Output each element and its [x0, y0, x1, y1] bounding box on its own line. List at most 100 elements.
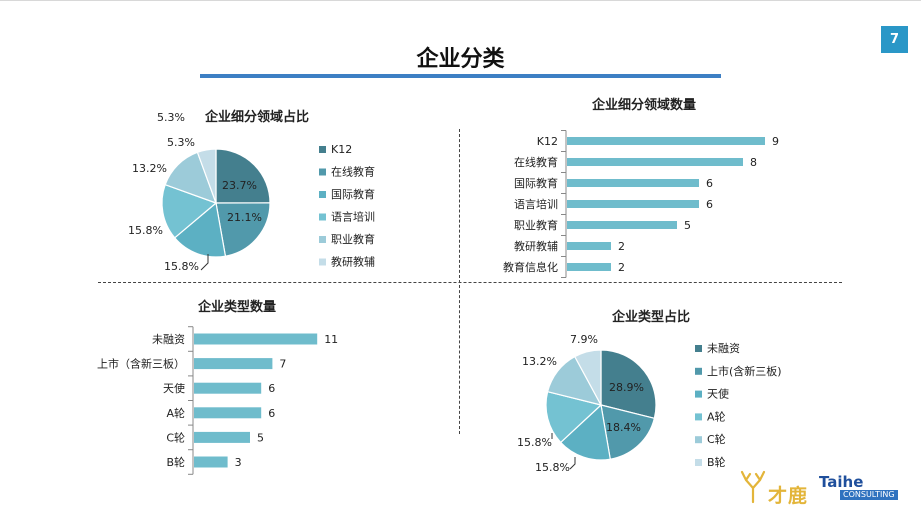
pie-0-legend-label-4: 职业教育 — [331, 232, 375, 246]
pie-0-extra-value-label: 5.3% — [157, 111, 185, 124]
pie-0-legend-swatch-4 — [319, 236, 326, 243]
pie-3-value-label-2: 15.8% — [535, 461, 570, 474]
page-title: 企业分类 — [416, 47, 505, 72]
page-number-badge: 7 — [881, 26, 908, 53]
bar-1-category-label-2: 国际教育 — [514, 176, 558, 190]
bar-1-value-label-4: 5 — [684, 219, 691, 232]
pie-0-legend-label-3: 语言培训 — [331, 210, 375, 224]
bar-1-title: 企业细分领域数量 — [591, 97, 696, 113]
pie-0-legend-label-2: 国际教育 — [331, 187, 375, 201]
pie-0-legend-swatch-1 — [319, 168, 326, 176]
pie-0-value-label-2: 15.8% — [164, 260, 199, 273]
pie-3-legend-label-4: C轮 — [707, 432, 726, 446]
bar-1-category-label-3: 语言培训 — [514, 197, 558, 211]
pie-0-slice-0 — [215, 148, 271, 204]
pie-0-slice-1 — [215, 202, 271, 257]
bar-2-value-label-2: 6 — [268, 382, 275, 395]
pie-0-value-label-0: 23.7% — [222, 179, 257, 192]
bar-2-value-label-0: 11 — [324, 333, 338, 346]
bar-1-bar-3 — [567, 200, 699, 208]
bar-2-bar-1 — [194, 358, 273, 370]
bar-1-value-label-3: 6 — [706, 198, 713, 211]
pie-3-legend-label-2: 天使 — [707, 388, 729, 401]
title-underline — [200, 74, 721, 78]
pie-3-slice-2 — [559, 403, 611, 461]
pie-3-legend-swatch-1 — [695, 367, 702, 375]
pie-0-legend-swatch-5 — [319, 258, 326, 266]
pie-3-value-label-4: 13.2% — [522, 355, 557, 368]
pie-0-legend-swatch-2 — [319, 191, 326, 198]
pie-0-value-label-4: 13.2% — [132, 162, 167, 175]
pie-3-slice-3 — [545, 390, 603, 444]
pie-3-legend-swatch-5 — [695, 459, 702, 466]
pie-3-legend-swatch-0 — [695, 345, 702, 352]
brand-cn-name: 才鹿 — [768, 485, 809, 507]
deer-antler-icon — [740, 470, 766, 504]
pie-3-legend-swatch-2 — [695, 390, 702, 398]
bar-2-category-label-0: 未融资 — [152, 333, 185, 346]
pie-0-value-label-3: 15.8% — [128, 224, 163, 237]
bar-1-value-label-6: 2 — [618, 261, 625, 274]
bar-1-value-label-0: 9 — [772, 135, 779, 148]
pie-0-title: 企业细分领域占比 — [204, 109, 309, 125]
bar-2-category-label-2: 天使 — [163, 382, 185, 395]
pie-3-leader-2 — [569, 457, 576, 470]
bar-1-bar-2 — [567, 179, 699, 187]
bar-2-value-label-4: 5 — [257, 431, 264, 444]
bar-1-bar-4 — [567, 221, 677, 229]
bar-1-category-label-5: 教研教辅 — [514, 239, 558, 253]
bar-2-title: 企业类型数量 — [197, 299, 276, 315]
pie-3-legend-swatch-3 — [695, 413, 702, 421]
pie-0-value-label-1: 21.1% — [227, 211, 262, 224]
bar-1-bar-5 — [567, 242, 611, 250]
brand-en-name: Taihe — [819, 473, 864, 491]
pie-0-value-label-5: 5.3% — [167, 136, 195, 149]
pie-3-title: 企业类型占比 — [611, 309, 690, 325]
bar-2-bar-2 — [194, 382, 262, 394]
bar-1-category-label-1: 在线教育 — [514, 155, 558, 169]
pie-0-slice-5 — [196, 148, 217, 204]
pie-0-legend-label-5: 教研教辅 — [331, 255, 375, 269]
pie-0-legend-swatch-0 — [319, 146, 326, 153]
bar-2-category-label-3: A轮 — [166, 406, 185, 420]
bar-1-bar-6 — [567, 263, 611, 271]
bar-2-category-label-4: C轮 — [166, 430, 185, 444]
bar-2-bar-4 — [194, 431, 250, 443]
bar-2-bar-5 — [194, 456, 228, 468]
bar-2-value-label-5: 3 — [235, 456, 242, 469]
pie-0-legend-swatch-3 — [319, 213, 326, 221]
bar-1-bar-1 — [567, 158, 743, 166]
pie-3-legend-label-0: 未融资 — [707, 342, 740, 355]
pie-3-value-label-1: 18.4% — [606, 421, 641, 434]
brand-tagline: CONSULTING — [840, 490, 898, 500]
pie-3-legend-swatch-4 — [695, 436, 702, 444]
pie-3-slice-0 — [600, 349, 657, 420]
bar-1-bar-0 — [567, 137, 765, 145]
bar-2-bar-0 — [194, 333, 318, 345]
pie-0-legend-label-0: K12 — [331, 143, 352, 156]
pie-0-slice-2 — [173, 201, 227, 258]
bar-1-category-label-0: K12 — [537, 135, 558, 148]
pie-0-legend-label-1: 在线教育 — [331, 165, 375, 179]
bar-2-bar-3 — [194, 407, 262, 419]
bar-1-value-label-5: 2 — [618, 240, 625, 253]
bar-2-category-label-5: B轮 — [166, 455, 185, 469]
bar-2-value-label-1: 7 — [279, 358, 286, 371]
pie-3-value-label-0: 28.9% — [609, 381, 644, 394]
vertical-divider — [459, 129, 460, 434]
pie-3-value-label-3: 15.8% — [517, 436, 552, 449]
pie-3-legend-label-3: A轮 — [707, 409, 726, 423]
bar-1-value-label-2: 6 — [706, 177, 713, 190]
bar-2-value-label-3: 6 — [268, 407, 275, 420]
pie-0-leader-2 — [200, 254, 209, 271]
pie-3-value-label-5: 7.9% — [570, 333, 598, 346]
bar-2-category-label-1: 上市（含新三板） — [97, 357, 185, 371]
bar-1-category-label-4: 职业教育 — [514, 218, 558, 232]
horizontal-divider — [98, 282, 842, 283]
pie-3-legend-label-1: 上市(含新三板) — [707, 364, 782, 378]
bar-1-category-label-6: 教育信息化 — [503, 260, 558, 274]
pie-0-slice-3 — [161, 183, 218, 239]
pie-3-legend-label-5: B轮 — [707, 455, 726, 469]
pie-3-slice-1 — [600, 404, 656, 460]
